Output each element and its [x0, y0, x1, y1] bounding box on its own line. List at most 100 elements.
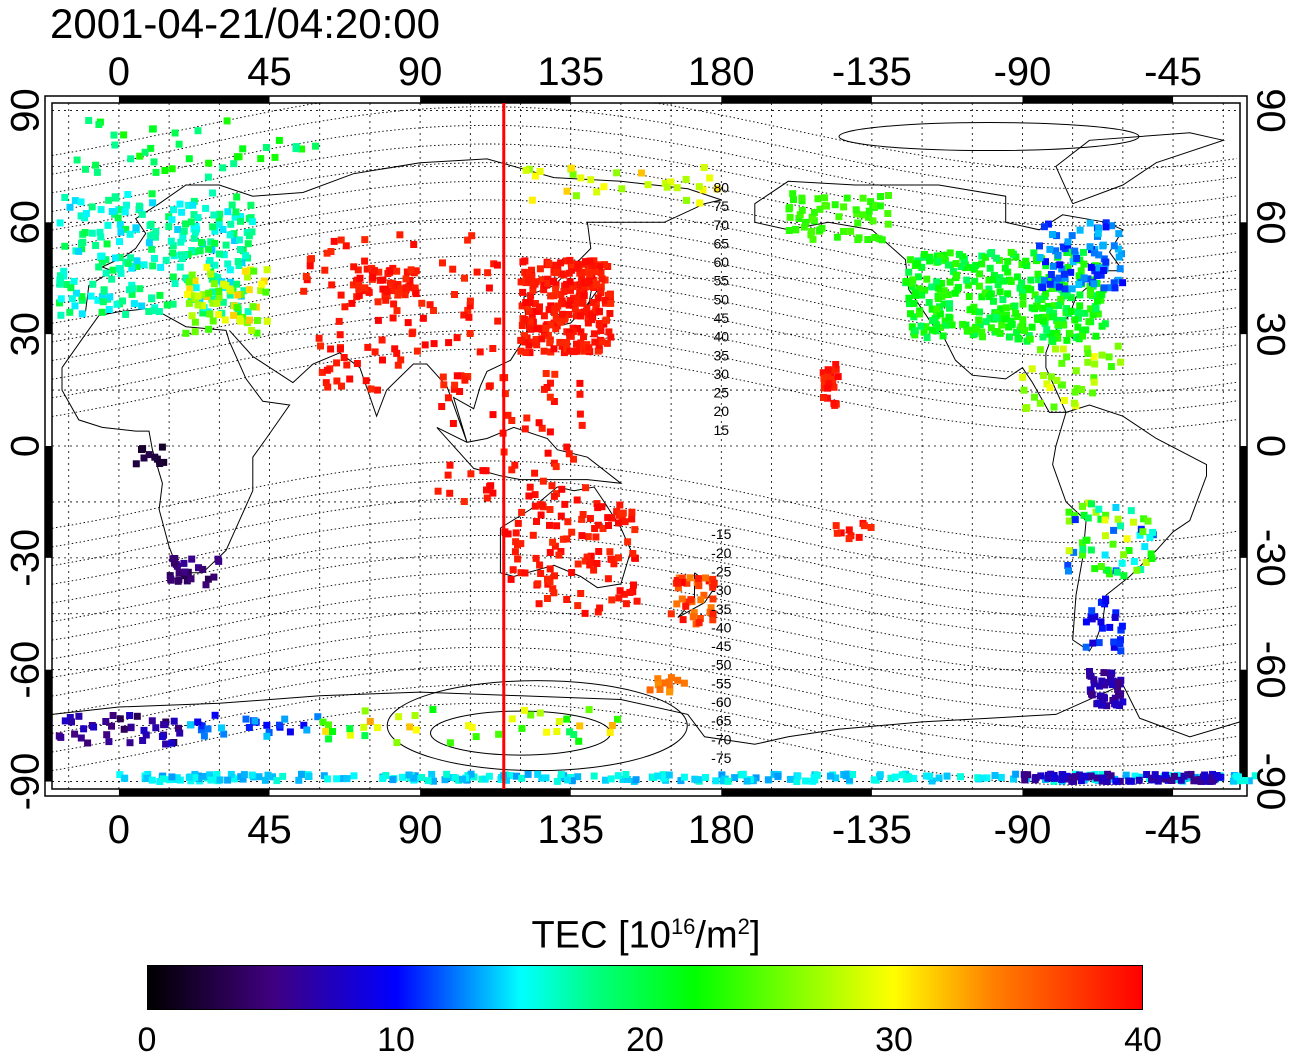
tec-cell [263, 732, 271, 740]
tec-cell [105, 738, 113, 746]
tec-cell [341, 303, 349, 311]
tec-cell [574, 325, 581, 332]
tec-cell [970, 303, 978, 311]
tec-cell [504, 411, 512, 419]
tec-cell [105, 196, 113, 204]
tec-cell [194, 718, 202, 726]
tec-cell [149, 262, 157, 270]
tec-cell [690, 609, 698, 617]
tec-cell [1046, 245, 1054, 253]
tec-cell [654, 675, 662, 683]
tec-cell [148, 294, 156, 302]
contour-label: 50 [714, 291, 730, 307]
tec-cell [544, 595, 551, 602]
tec-cell [444, 394, 452, 402]
tec-cell [233, 193, 241, 201]
tec-cell [1064, 264, 1072, 271]
tec-cell [565, 450, 573, 458]
contour-label: 45 [714, 310, 730, 326]
tec-cell [1048, 285, 1056, 292]
tec-cell [1099, 242, 1107, 250]
tec-cell [178, 255, 186, 263]
tec-cell [1097, 515, 1105, 523]
contour-label: -65 [711, 713, 731, 729]
tec-cell [138, 302, 146, 310]
magnetic-contour [51, 609, 1237, 693]
tec-cell [552, 463, 560, 471]
tec-cell [606, 728, 614, 736]
tec-cell [461, 376, 469, 384]
tec-cell [534, 580, 542, 588]
tec-cell [61, 194, 69, 201]
tec-cell [1110, 279, 1118, 287]
tec-cell [1201, 773, 1209, 781]
tec-cell [527, 292, 535, 300]
tec-cell [700, 164, 708, 171]
tec-cell [1137, 566, 1145, 573]
tec-cell [1082, 326, 1090, 334]
tec-cell [557, 259, 565, 267]
tec-cell [466, 297, 474, 305]
tec-cell [517, 336, 525, 344]
tec-cell [77, 734, 85, 742]
tec-cell [450, 385, 458, 393]
tec-cell [802, 777, 810, 785]
tec-cell [60, 267, 68, 275]
tec-cell [914, 273, 922, 281]
tec-cell [1079, 502, 1086, 510]
tec-cell [946, 304, 953, 312]
tec-cell [884, 220, 892, 228]
tec-cell [544, 449, 552, 457]
bottom-longitude-label: -45 [1144, 808, 1202, 852]
tec-cell [825, 380, 833, 388]
tec-cell [192, 222, 200, 230]
tec-cell [88, 229, 96, 237]
tec-cell [208, 275, 216, 283]
right-latitude-label: 90 [1248, 88, 1292, 133]
tec-colorbar [147, 965, 1143, 1010]
tec-cell [88, 203, 96, 211]
tec-cell [57, 733, 65, 741]
tec-cell [574, 260, 582, 268]
tec-cell [1036, 399, 1044, 407]
tec-cell [573, 496, 581, 504]
tec-cell [494, 317, 502, 325]
tec-cell [71, 197, 79, 205]
tec-cell [875, 235, 883, 243]
tec-cell [615, 594, 623, 602]
tec-cell [1098, 624, 1106, 632]
tec-cell [95, 121, 103, 128]
tec-cell [111, 193, 119, 201]
tec-cell [124, 191, 132, 198]
tec-cell [237, 246, 244, 253]
tec-cell [594, 608, 602, 616]
tec-cell [1024, 771, 1032, 779]
tec-cell [188, 312, 196, 320]
tec-cell [601, 261, 609, 269]
tec-cell [842, 772, 850, 780]
tec-cell [453, 334, 461, 342]
tec-cell [654, 681, 662, 689]
tec-cell [227, 770, 235, 778]
bottom-longitude-label: 45 [247, 808, 292, 852]
tec-cell [126, 230, 134, 238]
tec-cell [233, 153, 241, 161]
tec-cell [569, 170, 577, 178]
tec-cell [1191, 776, 1199, 784]
tec-cell [545, 259, 553, 267]
tec-cell [262, 288, 270, 296]
tec-cell [549, 585, 557, 593]
tec-cell [273, 777, 281, 785]
tec-cell [578, 532, 586, 540]
tec-cell [731, 774, 739, 782]
tec-cell [215, 214, 223, 222]
tec-cell [577, 339, 585, 347]
tec-cell [1043, 380, 1051, 388]
tec-cell [1107, 284, 1115, 292]
tec-cell [188, 247, 196, 254]
tec-cell [66, 203, 74, 211]
tec-cell [517, 347, 525, 355]
tec-cell [269, 773, 277, 781]
tec-cell [964, 281, 972, 289]
tec-cell [552, 325, 560, 333]
